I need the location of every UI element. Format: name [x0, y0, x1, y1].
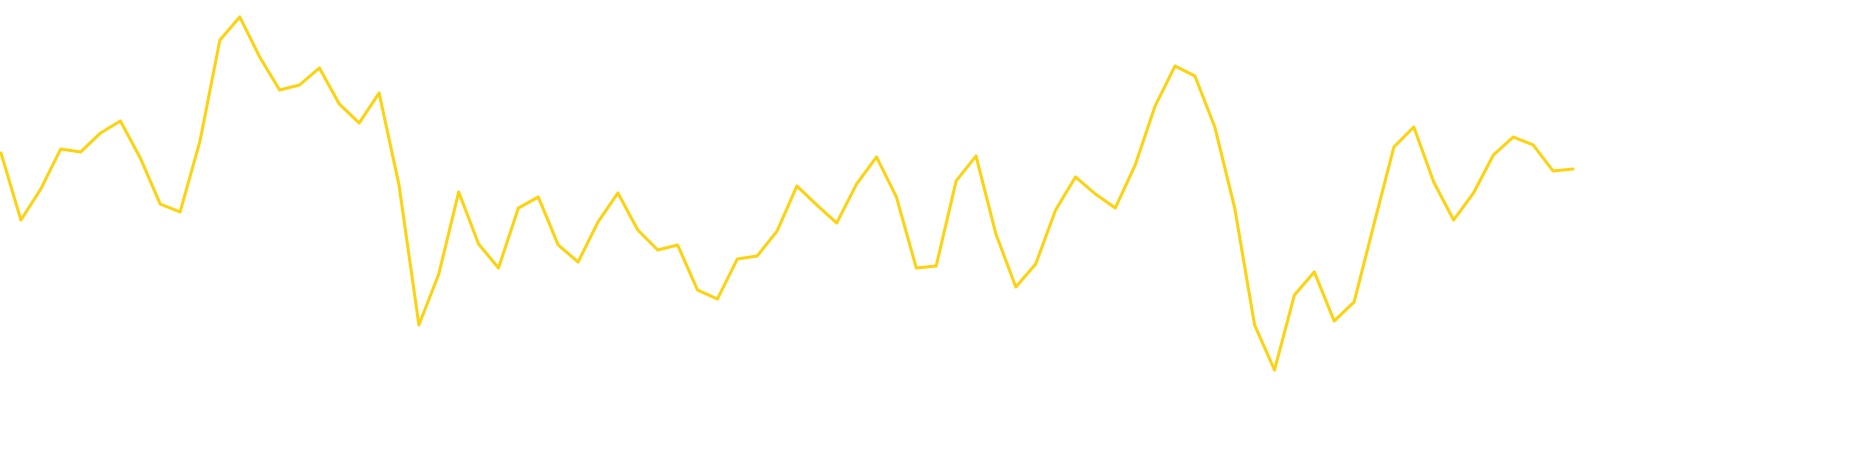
line [0, 15, 1575, 372]
